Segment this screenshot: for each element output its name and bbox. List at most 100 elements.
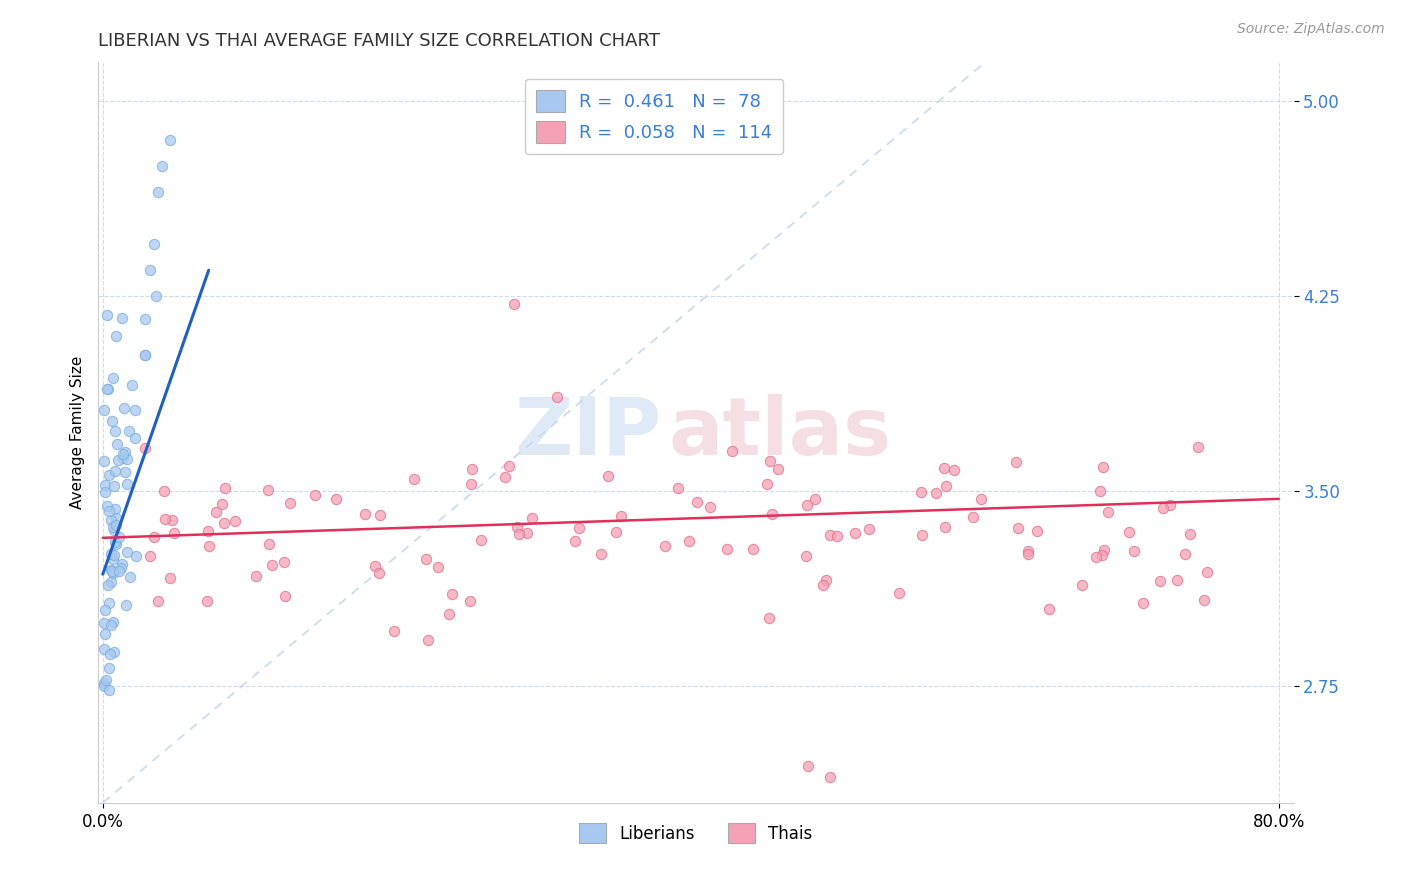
Point <box>100 575 122 590</box>
Point <box>768 462 790 476</box>
Point <box>107 564 129 578</box>
Point <box>924 486 946 500</box>
Point <box>796 549 818 564</box>
Point <box>591 547 613 561</box>
Point <box>105 437 128 451</box>
Point <box>112 401 135 415</box>
Point <box>110 560 132 574</box>
Point <box>153 483 176 498</box>
Point <box>97 596 120 610</box>
Point <box>759 454 782 468</box>
Point <box>134 442 156 456</box>
Point <box>98 647 121 661</box>
Point <box>364 559 387 574</box>
Point <box>98 504 121 518</box>
Point <box>1187 440 1209 454</box>
Point <box>111 311 134 326</box>
Point <box>104 329 127 343</box>
Point <box>1149 574 1171 588</box>
Point <box>506 519 529 533</box>
Point <box>163 526 186 541</box>
Point <box>942 462 965 476</box>
Legend: Liberians, Thais: Liberians, Thais <box>572 816 820 850</box>
Point <box>98 661 121 675</box>
Point <box>103 565 125 579</box>
Point <box>145 289 167 303</box>
Point <box>96 499 118 513</box>
Point <box>134 348 156 362</box>
Point <box>470 533 492 547</box>
Point <box>103 645 125 659</box>
Point <box>1166 573 1188 587</box>
Point <box>103 548 125 562</box>
Point <box>461 461 484 475</box>
Point <box>720 444 742 458</box>
Point <box>118 424 141 438</box>
Point <box>935 479 957 493</box>
Point <box>104 424 127 438</box>
Point <box>741 542 763 557</box>
Text: ZIP: ZIP <box>515 393 662 472</box>
Point <box>159 571 181 585</box>
Point <box>1017 547 1039 561</box>
Point <box>415 552 437 566</box>
Point <box>96 578 118 592</box>
Point <box>197 594 219 608</box>
Point <box>105 537 128 551</box>
Point <box>100 618 122 632</box>
Point <box>520 510 543 524</box>
Point <box>1017 544 1039 558</box>
Point <box>605 524 627 539</box>
Point <box>93 642 115 657</box>
Point <box>100 547 122 561</box>
Y-axis label: Average Family Size: Average Family Size <box>69 356 84 509</box>
Point <box>911 528 934 542</box>
Point <box>820 770 842 784</box>
Point <box>498 459 520 474</box>
Point <box>101 520 124 534</box>
Point <box>1180 527 1202 541</box>
Point <box>111 557 134 571</box>
Point <box>494 469 516 483</box>
Point <box>93 403 115 417</box>
Point <box>1132 596 1154 610</box>
Point <box>758 611 780 625</box>
Point <box>368 508 391 522</box>
Text: LIBERIAN VS THAI AVERAGE FAMILY SIZE CORRELATION CHART: LIBERIAN VS THAI AVERAGE FAMILY SIZE COR… <box>98 32 661 50</box>
Point <box>100 513 122 527</box>
Point <box>460 594 482 608</box>
Point <box>910 484 932 499</box>
Point <box>159 133 181 147</box>
Point <box>245 568 267 582</box>
Point <box>273 555 295 569</box>
Point <box>134 348 156 362</box>
Point <box>104 535 127 549</box>
Point <box>402 471 425 485</box>
Point <box>858 522 880 536</box>
Point <box>150 159 173 173</box>
Point <box>1007 521 1029 535</box>
Point <box>146 594 169 608</box>
Point <box>101 566 124 581</box>
Point <box>825 529 848 543</box>
Point <box>610 508 633 523</box>
Point <box>139 549 162 563</box>
Point <box>101 414 124 428</box>
Point <box>100 563 122 577</box>
Point <box>93 676 115 690</box>
Point <box>101 564 124 578</box>
Point <box>97 382 120 396</box>
Point <box>103 464 125 478</box>
Point <box>153 512 176 526</box>
Point <box>94 478 117 492</box>
Point <box>962 510 984 524</box>
Point <box>503 297 526 311</box>
Point <box>508 527 530 541</box>
Point <box>666 481 689 495</box>
Point <box>460 476 482 491</box>
Point <box>804 492 827 507</box>
Point <box>115 452 138 467</box>
Point <box>198 539 221 553</box>
Point <box>97 467 120 482</box>
Text: Source: ZipAtlas.com: Source: ZipAtlas.com <box>1237 22 1385 37</box>
